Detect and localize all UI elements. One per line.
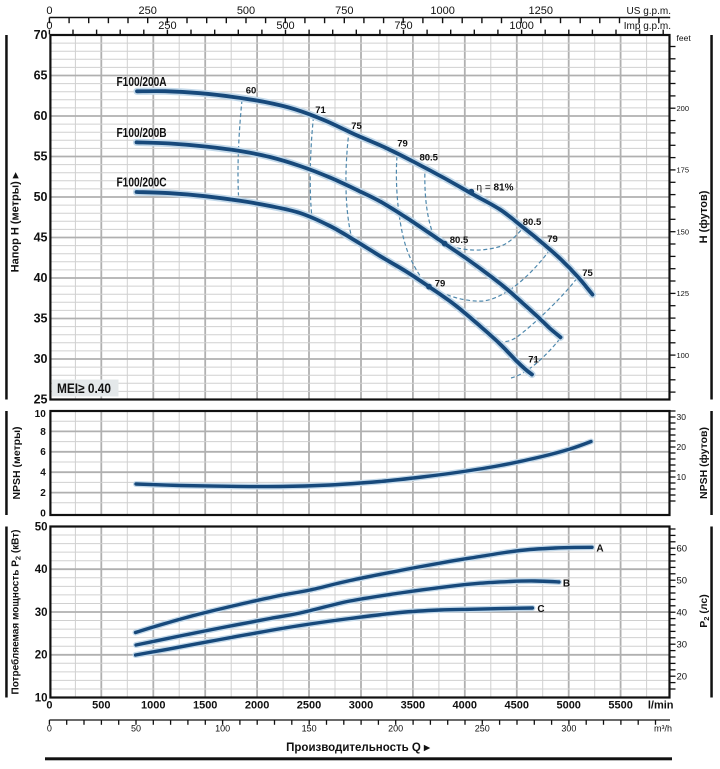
svg-text:20: 20 (677, 442, 687, 452)
svg-text:0: 0 (46, 700, 52, 712)
svg-text:3500: 3500 (401, 700, 425, 712)
svg-text:60: 60 (677, 544, 688, 555)
svg-text:70: 70 (34, 28, 48, 42)
svg-text:250: 250 (158, 20, 176, 32)
svg-text:1500: 1500 (193, 700, 217, 712)
svg-text:2: 2 (40, 488, 46, 499)
svg-text:10: 10 (677, 472, 687, 482)
svg-text:79: 79 (435, 279, 446, 290)
svg-text:500: 500 (92, 700, 110, 712)
svg-text:500: 500 (276, 20, 294, 32)
svg-text:1000: 1000 (141, 700, 165, 712)
svg-text:750: 750 (394, 20, 412, 32)
svg-text:NPSH (футов): NPSH (футов) (698, 427, 710, 499)
svg-text:1000: 1000 (509, 20, 533, 32)
svg-text:10: 10 (35, 409, 47, 420)
svg-text:1250: 1250 (529, 5, 553, 17)
svg-text:6: 6 (40, 447, 46, 458)
svg-text:MEI≥ 0.40: MEI≥ 0.40 (57, 380, 111, 396)
svg-text:30: 30 (34, 352, 48, 366)
svg-text:Imp g.p.m.: Imp g.p.m. (624, 21, 671, 32)
svg-text:40: 40 (34, 271, 48, 285)
svg-text:60: 60 (34, 109, 48, 123)
svg-text:4000: 4000 (453, 700, 477, 712)
svg-text:60: 60 (246, 86, 257, 97)
svg-text:79: 79 (547, 234, 558, 245)
svg-text:Производительность Q ▸: Производительность Q ▸ (286, 742, 431, 754)
svg-text:100: 100 (677, 351, 690, 360)
svg-text:50: 50 (677, 576, 688, 587)
svg-text:F100/200A: F100/200A (117, 75, 168, 89)
svg-text:3000: 3000 (349, 700, 373, 712)
svg-text:Напор H (метры) ▸: Напор H (метры) ▸ (10, 172, 22, 272)
svg-text:P2 (лс): P2 (лс) (698, 594, 711, 627)
svg-text:m³/h: m³/h (654, 724, 672, 734)
svg-text:0: 0 (47, 724, 52, 734)
svg-text:35: 35 (34, 312, 48, 326)
svg-text:1000: 1000 (430, 5, 454, 17)
svg-text:50: 50 (131, 724, 141, 734)
svg-text:5500: 5500 (608, 700, 632, 712)
svg-text:0: 0 (46, 20, 52, 32)
svg-text:5000: 5000 (556, 700, 580, 712)
svg-text:300: 300 (561, 724, 576, 734)
svg-text:0: 0 (40, 508, 46, 519)
svg-text:55: 55 (34, 150, 48, 164)
svg-text:150: 150 (677, 228, 690, 237)
svg-text:Потребляемая мощность P2 (кВт): Потребляемая мощность P2 (кВт) (10, 530, 23, 695)
svg-text:B: B (563, 579, 570, 590)
svg-text:40: 40 (677, 608, 688, 619)
svg-text:4500: 4500 (505, 700, 529, 712)
svg-text:175: 175 (677, 166, 690, 175)
svg-text:10: 10 (35, 692, 48, 704)
svg-text:80.5: 80.5 (450, 235, 469, 246)
svg-text:65: 65 (34, 69, 48, 83)
svg-text:l/min: l/min (648, 700, 674, 712)
svg-text:2500: 2500 (297, 700, 321, 712)
svg-text:500: 500 (237, 5, 255, 17)
svg-text:250: 250 (139, 5, 157, 17)
svg-text:750: 750 (335, 5, 353, 17)
svg-text:200: 200 (388, 724, 403, 734)
svg-text:US g.p.m.: US g.p.m. (627, 6, 671, 17)
svg-text:C: C (537, 604, 544, 615)
svg-text:F100/200B: F100/200B (117, 126, 167, 140)
svg-text:50: 50 (34, 190, 48, 204)
svg-text:2000: 2000 (245, 700, 269, 712)
svg-text:30: 30 (677, 640, 688, 651)
svg-text:η = 81%: η = 81% (477, 182, 514, 193)
svg-text:25: 25 (34, 393, 48, 407)
svg-text:250: 250 (475, 724, 490, 734)
svg-text:30: 30 (35, 607, 48, 619)
svg-text:4: 4 (40, 468, 46, 479)
svg-text:0: 0 (46, 5, 52, 17)
svg-text:75: 75 (582, 268, 593, 279)
svg-text:H (футов): H (футов) (698, 190, 710, 243)
svg-text:20: 20 (35, 650, 48, 662)
svg-text:79: 79 (397, 139, 408, 150)
svg-text:71: 71 (528, 355, 539, 366)
svg-text:150: 150 (302, 724, 317, 734)
svg-text:125: 125 (677, 289, 690, 298)
svg-text:71: 71 (315, 105, 326, 116)
svg-text:50: 50 (35, 521, 48, 533)
svg-text:40: 40 (35, 564, 48, 576)
svg-text:NPSH (метры): NPSH (метры) (11, 426, 23, 499)
svg-text:A: A (596, 544, 603, 555)
svg-text:45: 45 (34, 231, 48, 245)
svg-text:200: 200 (677, 104, 690, 113)
svg-text:30: 30 (677, 412, 687, 422)
svg-text:feet: feet (677, 33, 692, 43)
svg-text:80.5: 80.5 (523, 217, 542, 228)
svg-text:8: 8 (40, 427, 46, 438)
svg-text:80.5: 80.5 (419, 153, 438, 164)
svg-text:F100/200C: F100/200C (117, 175, 168, 189)
svg-text:20: 20 (677, 672, 688, 683)
svg-text:100: 100 (215, 724, 230, 734)
svg-text:75: 75 (351, 121, 362, 132)
